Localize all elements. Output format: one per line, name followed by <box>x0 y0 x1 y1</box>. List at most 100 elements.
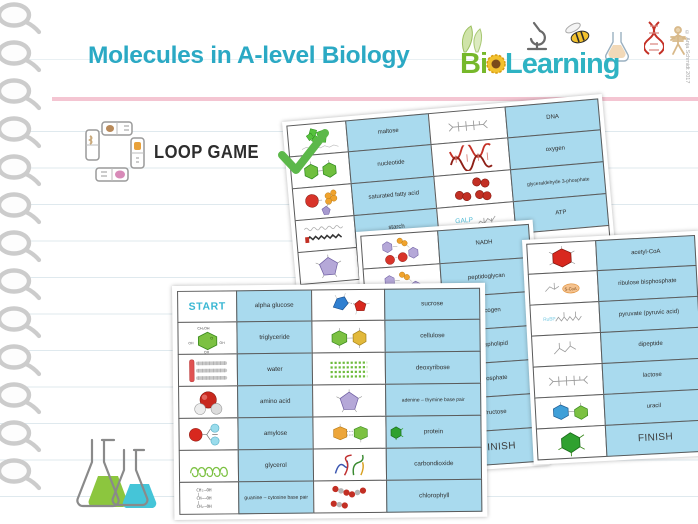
card-image-cell <box>526 240 598 275</box>
card-image-cell <box>311 351 387 386</box>
card-label-cell: protein <box>385 414 482 449</box>
card-label: oxygen <box>545 145 566 154</box>
dna-doodle-icon <box>644 21 664 55</box>
card-image-cell <box>360 230 441 270</box>
svg-text:CH₂—OH: CH₂—OH <box>196 487 212 492</box>
card-image-cell: RuBP <box>529 301 601 337</box>
card-label: protein <box>423 427 444 436</box>
green-hexagon-bonds-icon <box>388 425 404 440</box>
pink-margin-line <box>52 97 698 101</box>
card-image-cell: CH₂OH O OH OH OH <box>177 321 238 355</box>
skeletal-chain-icon <box>545 368 592 394</box>
loop-game-label: LOOP GAME <box>154 141 260 162</box>
card-sheet-front: START alpha glucose sucrose CH₂OH O OH OH OH tri… <box>172 282 488 520</box>
card-label-cell: alpha glucose <box>236 289 313 323</box>
svg-text:O: O <box>210 336 213 340</box>
card-label: fructose <box>485 408 507 417</box>
card-label: deoxyribose <box>415 363 450 372</box>
card-label: lactose <box>642 372 662 380</box>
card-label: chlorophyll <box>419 491 450 500</box>
protein-ribbon-icon <box>330 450 370 478</box>
loop-game-cards-icon <box>85 121 145 182</box>
flask-doodle-icon <box>605 32 629 62</box>
card-label: glyceraldehyde 3-phosphate <box>526 175 590 188</box>
card-label: saturated fatty acid <box>368 190 420 201</box>
page-title: Molecules in A-level Biology <box>88 42 410 69</box>
card-label: amino acid <box>259 397 291 405</box>
ruled-line-top <box>0 59 698 60</box>
sunflower-o-icon <box>486 54 506 74</box>
card-sheet-middle-right: acetyl-CoA S-CoA ribulose bisphosphate RuBP… <box>522 230 698 465</box>
card-label-cell: amylose <box>237 416 314 451</box>
card-image-cell <box>313 479 388 514</box>
card-label: water <box>267 365 283 373</box>
card-label: sucrose <box>421 300 444 308</box>
water-3d-icon <box>188 388 228 416</box>
card-image-cell <box>178 417 239 451</box>
co2-molecules-icon <box>328 482 372 510</box>
card-image-cell <box>311 288 386 322</box>
card-label: carbondioxide <box>414 459 454 468</box>
card-image-cell <box>433 169 514 209</box>
svg-text:CH₂OH: CH₂OH <box>197 326 210 330</box>
copyright-text: © Anja Schmidt 2017 <box>684 30 690 84</box>
card-label: ATP <box>555 209 567 217</box>
card-image-cell: START <box>177 290 238 323</box>
amylose-spiral-icon <box>187 454 231 478</box>
green-dot-grid-icon <box>327 356 371 380</box>
card-label-cell: cellulose <box>384 318 481 353</box>
purple-pentagon-icon <box>329 387 369 413</box>
svg-text:GALP: GALP <box>455 216 474 225</box>
card-label-cell: amino acid <box>237 384 314 419</box>
checkmark-icon <box>278 129 330 174</box>
svg-text:OH: OH <box>204 350 210 354</box>
card-image-cell <box>294 215 358 254</box>
card-label-cell: deoxyribose <box>384 350 482 385</box>
green-hexagon-icon <box>552 428 591 458</box>
biolearning-wordmark: Bi Learning <box>460 48 620 81</box>
green-yellow-hexagons-icon <box>326 322 370 350</box>
svg-text:OH: OH <box>219 340 225 344</box>
card-image-cell <box>534 393 606 430</box>
card-label: ribulose bisphosphate <box>618 278 677 288</box>
card-label: DNA <box>546 114 560 122</box>
card-image-cell: S-CoA <box>527 270 600 306</box>
card-label: acetyl-CoA <box>631 248 661 257</box>
card-image-cell <box>532 362 605 399</box>
card-image-cell <box>535 424 608 461</box>
card-label: dipeptide <box>638 341 663 349</box>
svg-text:S-CoA: S-CoA <box>564 286 577 292</box>
s-coa-skeletal-icon: S-CoA <box>541 274 586 302</box>
card-label: START <box>188 300 226 313</box>
skeletal-branch-icon <box>546 337 587 363</box>
card-label-cell: FINISH <box>604 419 698 457</box>
dna-helix-icon <box>447 141 495 172</box>
rubp-skeletal-icon: RuBP <box>542 306 589 332</box>
leaf-icon <box>461 25 482 53</box>
purple-pentagon-icon <box>308 251 350 280</box>
card-image-cell <box>427 106 509 146</box>
biolearning-logo: Bi Learning <box>458 21 694 98</box>
card-label: alpha glucose <box>254 301 294 310</box>
svg-text:RuBP: RuBP <box>543 316 556 323</box>
card-label-cell: sucrose <box>384 287 481 321</box>
logo-bio-text: Bi <box>460 48 488 80</box>
card-label-cell: adenine – thymine base pair <box>385 382 482 417</box>
card-label: maltose <box>377 128 400 137</box>
triglyceride-diagram-icon <box>186 356 230 384</box>
orange-green-pair-icon <box>326 418 372 446</box>
two-green-hexagons-icon <box>297 155 343 185</box>
card-image-cell <box>312 383 387 418</box>
card-label-cell: carbondioxide <box>385 446 483 481</box>
microscope-icon <box>526 21 548 51</box>
loop-game-banner: LOOP GAME <box>84 120 330 184</box>
card-label: uracil <box>646 403 662 411</box>
card-label: guanine – cytosine base pair <box>244 494 309 501</box>
card-label-cell: water <box>236 352 314 387</box>
card-label-cell: triglyceride <box>236 320 313 355</box>
card-image-cell <box>178 385 239 419</box>
card-label-cell: guanine – cytosine base pair <box>238 480 315 515</box>
amino-acid-icon <box>186 420 230 448</box>
card-label-cell: chlorophyll <box>386 478 483 513</box>
